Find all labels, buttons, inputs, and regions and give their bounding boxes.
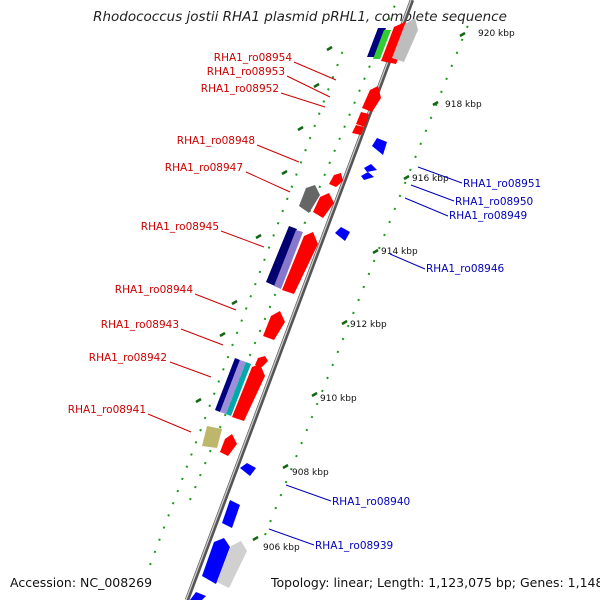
gene-label-ro08950[interactable]: RHA1_ro08950	[455, 196, 533, 208]
gene-label-ro08946[interactable]: RHA1_ro08946	[426, 263, 505, 275]
gene-ro08942-navy[interactable]	[215, 358, 240, 412]
tick-label-916: 916 kbp	[412, 174, 449, 184]
gene-ro08947-grey[interactable]	[299, 185, 320, 213]
gene-feature-top-red[interactable]	[381, 22, 408, 64]
gene-ro08948-arrow[interactable]	[329, 173, 343, 187]
gene-label-ro08949[interactable]: RHA1_ro08949	[449, 210, 527, 222]
gene-label-ro08947[interactable]: RHA1_ro08947	[165, 162, 243, 174]
forward-label-leaders	[147, 61, 337, 433]
gene-ro08944-arrow[interactable]	[263, 311, 285, 340]
gene-blue-500[interactable]	[222, 500, 240, 528]
gene-ro08954-small[interactable]	[352, 125, 364, 135]
gene-feature-top-navy[interactable]	[367, 28, 386, 57]
gene-ro08952-arrow[interactable]	[362, 86, 381, 112]
reverse-gene-track	[190, 138, 387, 600]
gene-ro08942-red[interactable]	[232, 364, 265, 421]
gene-label-ro08940[interactable]: RHA1_ro08940	[332, 496, 410, 508]
gene-label-ro08945[interactable]: RHA1_ro08945	[141, 221, 219, 233]
accession-text: Accession: NC_008269	[10, 575, 153, 590]
tick-label-920: 920 kbp	[478, 29, 515, 39]
outer-left-dotted-track	[149, 44, 346, 566]
gene-ro08940-arrow[interactable]	[240, 463, 256, 476]
gene-ro08945-navy[interactable]	[266, 226, 297, 286]
gene-ro08942-purple[interactable]	[220, 360, 246, 414]
gene-ro08939-blue[interactable]	[202, 538, 230, 584]
gene-label-ro08951[interactable]: RHA1_ro08951	[463, 178, 541, 190]
gene-ro08947-red[interactable]	[313, 193, 334, 218]
gene-ro08945-red[interactable]	[282, 232, 318, 294]
gene-label-ro08943[interactable]: RHA1_ro08943	[101, 319, 179, 331]
tick-label-912: 912 kbp	[350, 320, 387, 330]
tick-label-906: 906 kbp	[263, 543, 300, 553]
tick-label-908: 908 kbp	[292, 468, 329, 478]
forward-gene-track	[202, 18, 418, 456]
gene-feature-top-green[interactable]	[373, 30, 391, 59]
tick-label-910: 910 kbp	[320, 394, 357, 404]
gene-label-ro08953[interactable]: RHA1_ro08953	[207, 66, 285, 78]
tick-label-918: 918 kbp	[445, 100, 482, 110]
gene-label-ro08952[interactable]: RHA1_ro08952	[201, 83, 279, 95]
gene-label-ro08941[interactable]: RHA1_ro08941	[68, 404, 146, 416]
gene-ro08941-red[interactable]	[220, 434, 237, 456]
forward-gene-labels: RHA1_ro08954 RHA1_ro08953 RHA1_ro08952 R…	[68, 52, 293, 416]
gene-ro08945-purple[interactable]	[274, 230, 303, 289]
gene-ro08939-grey[interactable]	[217, 541, 247, 588]
topology-text: Topology: linear; Length: 1,123,075 bp; …	[271, 575, 600, 590]
gene-ro08951-arrow[interactable]	[372, 138, 387, 155]
reverse-gene-labels: RHA1_ro08951 RHA1_ro08950 RHA1_ro08949 R…	[315, 178, 541, 552]
gene-ro08946-arrow[interactable]	[335, 227, 350, 241]
gene-ro08949-arrow[interactable]	[361, 172, 374, 180]
gene-blue-bottom[interactable]	[190, 592, 206, 600]
reverse-label-leaders	[268, 166, 463, 546]
gene-ro08943-small[interactable]	[255, 356, 268, 367]
gene-ro08942-cyan[interactable]	[226, 362, 251, 416]
gene-label-ro08944[interactable]: RHA1_ro08944	[115, 284, 194, 296]
tick-label-914: 914 kbp	[381, 247, 418, 257]
gene-ro08953-small[interactable]	[356, 112, 369, 127]
gene-label-ro08939[interactable]: RHA1_ro08939	[315, 540, 393, 552]
gene-label-ro08942[interactable]: RHA1_ro08942	[89, 352, 167, 364]
gene-ro08941-tan[interactable]	[202, 426, 222, 448]
gene-label-ro08954[interactable]: RHA1_ro08954	[214, 52, 293, 64]
gene-label-ro08948[interactable]: RHA1_ro08948	[177, 135, 255, 147]
scale-ticks	[195, 31, 466, 542]
gene-feature-top-grey[interactable]	[392, 18, 418, 62]
gene-ro08950-arrow[interactable]	[364, 164, 377, 172]
